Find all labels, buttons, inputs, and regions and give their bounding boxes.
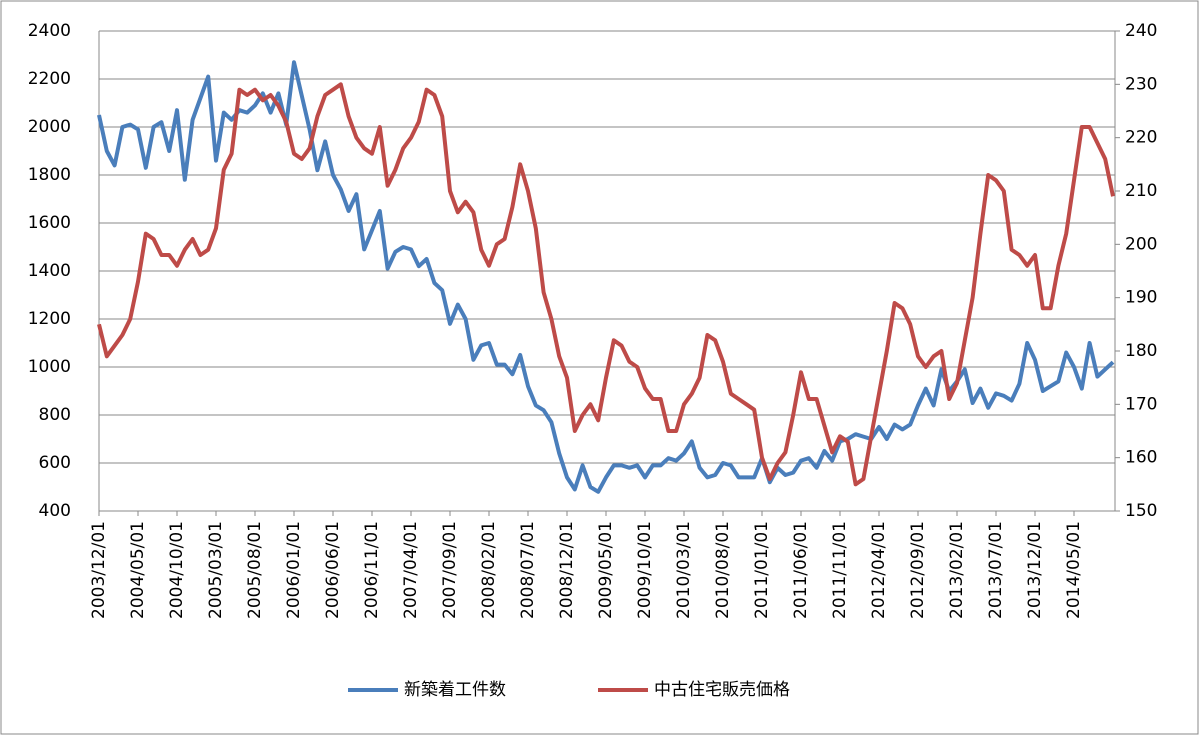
- x-tick-label: 2013/07/01: [986, 521, 1006, 619]
- x-tick-label: 2008/12/01: [557, 521, 577, 619]
- x-tick-label: 2006/01/01: [284, 521, 304, 619]
- legend-label: 中古住宅販売価格: [654, 680, 790, 700]
- x-tick-label: 2011/01/01: [752, 521, 772, 619]
- x-tick-label: 2007/04/01: [401, 521, 421, 619]
- x-tick-label: 2003/12/01: [89, 521, 109, 619]
- x-tick-label: 2004/05/01: [128, 521, 148, 619]
- x-tick-label: 2008/02/01: [479, 521, 499, 619]
- x-tick-label: 2010/03/01: [674, 521, 694, 619]
- x-tick-label: 2005/08/01: [245, 521, 265, 619]
- x-tick-label: 2009/05/01: [596, 521, 616, 619]
- y-tick-label: 1600: [28, 213, 71, 233]
- y-tick-label: 1000: [28, 357, 71, 377]
- x-tick-label: 2006/06/01: [323, 521, 343, 619]
- x-tick-label: 2006/11/01: [362, 521, 382, 619]
- x-tick-label: 2011/06/01: [791, 521, 811, 619]
- y-tick-label: 2000: [28, 117, 71, 137]
- x-tick-label: 2012/09/01: [908, 521, 928, 619]
- y2-tick-label: 160: [1125, 448, 1157, 468]
- series-line: [97, 82, 1115, 487]
- y-tick-label: 1400: [28, 261, 71, 281]
- x-tick-label: 2011/11/01: [830, 521, 850, 619]
- x-tick-label: 2008/07/01: [518, 521, 538, 619]
- y2-tick-label: 230: [1125, 74, 1157, 94]
- y2-tick-label: 170: [1125, 394, 1157, 414]
- x-tick-label: 2004/10/01: [167, 521, 187, 619]
- x-tick-label: 2012/04/01: [869, 521, 889, 619]
- y-tick-label: 600: [39, 453, 71, 473]
- y-tick-label: 1200: [28, 309, 71, 329]
- x-tick-label: 2007/09/01: [440, 521, 460, 619]
- x-tick-label: 2009/10/01: [635, 521, 655, 619]
- x-tick-label: 2010/08/01: [713, 521, 733, 619]
- x-tick-label: 2005/03/01: [206, 521, 226, 619]
- y2-tick-label: 180: [1125, 341, 1157, 361]
- y2-tick-label: 150: [1125, 501, 1157, 521]
- y2-tick-label: 190: [1125, 288, 1157, 308]
- y-tick-label: 1800: [28, 165, 71, 185]
- y-tick-label: 400: [39, 501, 71, 521]
- y-tick-label: 2400: [28, 21, 71, 41]
- y2-tick-label: 240: [1125, 21, 1157, 41]
- y-tick-label: 800: [39, 405, 71, 425]
- x-tick-label: 2013/12/01: [1025, 521, 1045, 619]
- y2-tick-label: 220: [1125, 128, 1157, 148]
- y-tick-label: 2200: [28, 69, 71, 89]
- legend-label: 新築着工件数: [404, 680, 506, 700]
- x-tick-label: 2014/05/01: [1064, 521, 1084, 619]
- y2-tick-label: 200: [1125, 234, 1157, 254]
- x-tick-label: 2013/02/01: [947, 521, 967, 619]
- y2-tick-label: 210: [1125, 181, 1157, 201]
